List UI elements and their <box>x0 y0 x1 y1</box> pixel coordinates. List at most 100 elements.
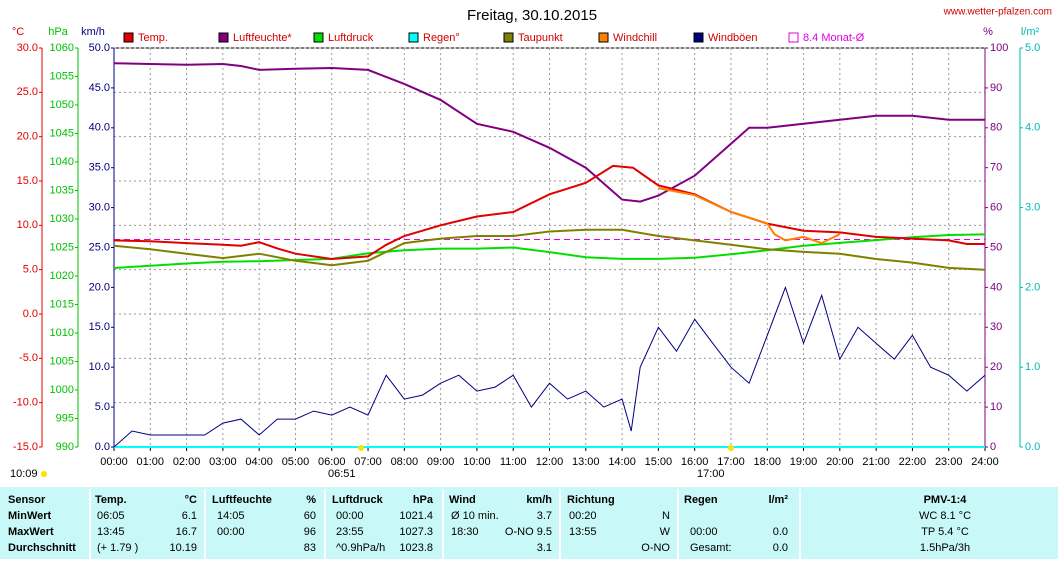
table-cell: O-NO <box>641 542 670 554</box>
table-header: l/m² <box>768 494 788 506</box>
legend-label: Temp. <box>138 32 168 44</box>
legend-label: Regen° <box>423 32 460 44</box>
y-tick-label: 30.0 <box>17 42 38 54</box>
table-header: PMV-1:4 <box>924 494 968 506</box>
y-axis-unit: l/m² <box>1021 26 1040 38</box>
table-header: Luftfeuchte <box>212 494 272 506</box>
legend-swatch <box>313 32 324 43</box>
y-tick-label: 100 <box>990 42 1008 54</box>
table-cell: MaxWert <box>8 526 54 538</box>
table-cell: ^0.9hPa/h <box>336 542 385 554</box>
y-tick-label: 25.0 <box>89 241 110 253</box>
table-cell: (+ 1.79 ) <box>97 542 138 554</box>
annotation: 10:09 <box>10 468 38 480</box>
y-tick-label: 3.0 <box>1025 202 1040 214</box>
x-tick-label: 16:00 <box>681 456 709 468</box>
table-cell: 00:00 <box>217 526 245 538</box>
y-tick-label: 1040 <box>50 156 74 168</box>
y-tick-label: 40.0 <box>89 122 110 134</box>
y-tick-label: 15.0 <box>89 321 110 333</box>
x-tick-label: 24:00 <box>971 456 999 468</box>
x-tick-label: 04:00 <box>245 456 273 468</box>
y-tick-label: 990 <box>56 441 74 453</box>
x-tick-label: 21:00 <box>862 456 890 468</box>
y-axis-unit: km/h <box>81 26 105 38</box>
x-tick-label: 01:00 <box>137 456 165 468</box>
y-tick-label: 0.0 <box>1025 441 1040 453</box>
table-cell: 3.7 <box>537 510 552 522</box>
y-axis-unit: % <box>983 26 993 38</box>
table-cell: 16.7 <box>176 526 197 538</box>
source: www.wetter-pfalzen.com <box>943 7 1052 18</box>
y-tick-label: 50.0 <box>89 42 110 54</box>
table-header: hPa <box>413 494 434 506</box>
table-cell: MinWert <box>8 510 52 522</box>
table-header: km/h <box>526 494 552 506</box>
legend-swatch <box>123 32 134 43</box>
table-cell: 3.1 <box>537 542 552 554</box>
sun-marker <box>358 445 364 451</box>
y-tick-label: 10.0 <box>89 361 110 373</box>
table-header: °C <box>185 494 197 506</box>
legend-label: Windchill <box>613 32 657 44</box>
y-tick-label: 2.0 <box>1025 281 1040 293</box>
y-tick-label: 80 <box>990 122 1002 134</box>
x-tick-label: 13:00 <box>572 456 600 468</box>
y-tick-label: -5.0 <box>19 352 38 364</box>
chart-title: Freitag, 30.10.2015 <box>467 7 597 24</box>
x-tick-label: 07:00 <box>354 456 382 468</box>
table-header: % <box>306 494 316 506</box>
sun-marker <box>728 445 734 451</box>
x-tick-label: 08:00 <box>391 456 419 468</box>
series-line <box>113 228 986 271</box>
table-header: Temp. <box>95 494 127 506</box>
y-tick-label: 30 <box>990 321 1002 333</box>
y-tick-label: 0.0 <box>95 441 110 453</box>
table-cell: 23:55 <box>336 526 364 538</box>
y-tick-label: -10.0 <box>13 397 38 409</box>
annotation: 17:00 <box>697 468 725 480</box>
y-tick-label: 995 <box>56 412 74 424</box>
y-tick-label: -15.0 <box>13 441 38 453</box>
y-tick-label: 60 <box>990 202 1002 214</box>
x-tick-label: 17:00 <box>717 456 745 468</box>
legend-label: 8.4 Monat-Ø <box>803 32 865 44</box>
table-cell: 13:55 <box>569 526 597 538</box>
annotation: 06:51 <box>328 468 356 480</box>
table-cell: Gesamt: <box>690 542 732 554</box>
table-cell: Ø 10 min. <box>451 510 499 522</box>
y-tick-label: 1035 <box>50 184 74 196</box>
x-tick-label: 20:00 <box>826 456 854 468</box>
x-tick-label: 23:00 <box>935 456 963 468</box>
y-tick-label: 40 <box>990 281 1002 293</box>
y-axis-unit: hPa <box>48 26 68 38</box>
x-tick-label: 14:00 <box>608 456 636 468</box>
legend-label: Luftfeuchte* <box>233 32 292 44</box>
table-cell: 00:20 <box>569 510 597 522</box>
table-cell: 13:45 <box>97 526 125 538</box>
table-cell: Durchschnitt <box>8 542 76 554</box>
x-tick-label: 00:00 <box>100 456 128 468</box>
table-cell: 60 <box>304 510 316 522</box>
series-line <box>658 187 841 245</box>
plot-area <box>113 47 986 448</box>
table-cell: 10.19 <box>169 542 197 554</box>
y-tick-label: 5.0 <box>95 401 110 413</box>
y-tick-label: 0.0 <box>23 308 38 320</box>
y-tick-label: 0 <box>990 441 996 453</box>
x-tick-label: 19:00 <box>790 456 818 468</box>
y-tick-label: 20.0 <box>89 281 110 293</box>
legend-swatch <box>788 32 799 43</box>
y-tick-label: 70 <box>990 162 1002 174</box>
table-cell: 00:00 <box>690 526 718 538</box>
table-cell: N <box>662 510 670 522</box>
y-tick-label: 1000 <box>50 384 74 396</box>
y-tick-label: 30.0 <box>89 202 110 214</box>
x-tick-label: 22:00 <box>899 456 927 468</box>
y-tick-label: 1005 <box>50 355 74 367</box>
x-tick-label: 15:00 <box>645 456 673 468</box>
sun-marker <box>41 471 47 477</box>
table-cell: 1027.3 <box>399 526 433 538</box>
table-cell: 18:30 <box>451 526 479 538</box>
